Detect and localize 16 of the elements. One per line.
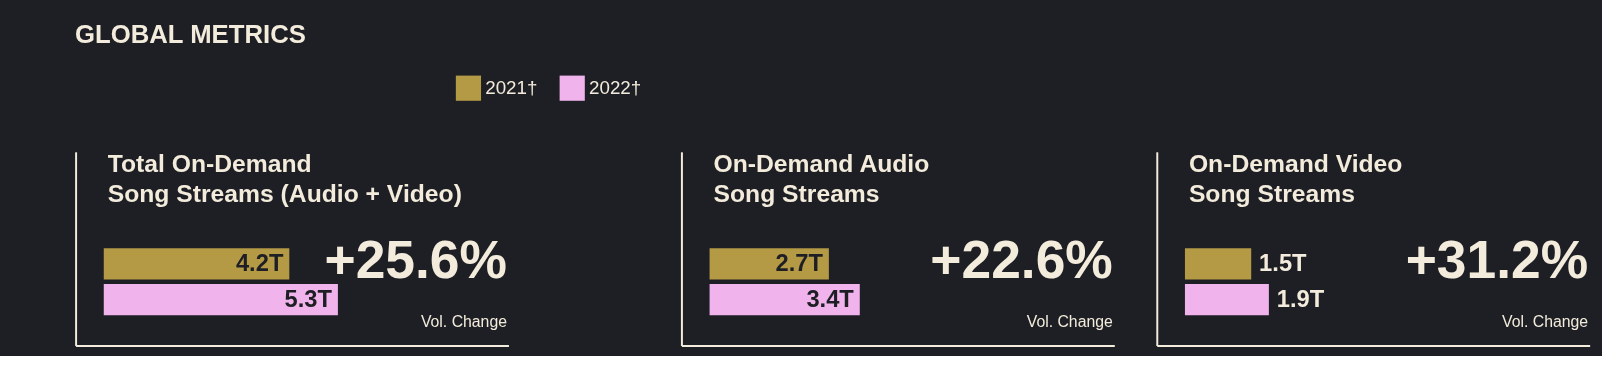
text: Vol. Change [420,313,508,331]
data-label: 3.4T [806,285,855,312]
data-label: 1.9T [1276,285,1325,312]
data-label: 1.5T [1259,249,1308,276]
text: +22.6% [930,229,1113,289]
data-label: 4.2T [235,249,284,276]
text: +31.2% [1405,229,1589,289]
chart-title: On-Demand Video Song Streams [1188,150,1403,207]
legend-label: 2021† [485,77,538,99]
chart-title: GLOBAL METRICS [75,19,306,48]
legend-label: 2022† [589,77,642,99]
text: Vol. Change [1026,313,1114,331]
data-label: 2.7T [775,249,824,276]
text: Vol. Change [1502,313,1589,331]
chart-subtitle: Total On-Demand Song Streams (Audio + Video) [107,150,462,207]
chart-title: On-Demand Audio Song Streams [713,150,930,207]
